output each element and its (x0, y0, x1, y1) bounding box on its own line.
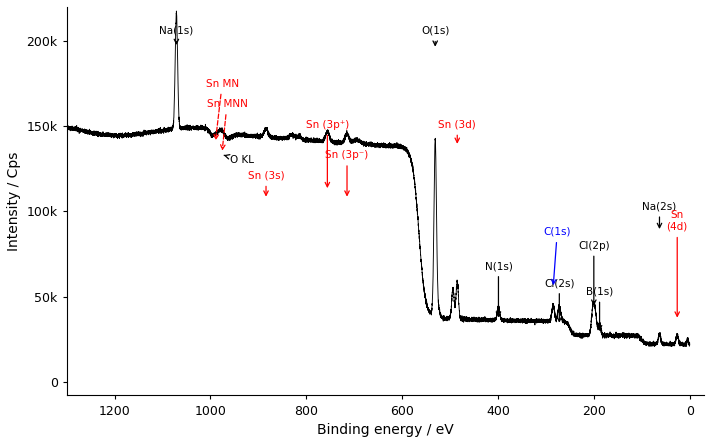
Text: O(1s): O(1s) (421, 26, 449, 45)
Text: O KL: O KL (224, 155, 254, 166)
X-axis label: Binding energy / eV: Binding energy / eV (317, 423, 454, 437)
Y-axis label: Intensity / Cps: Intensity / Cps (7, 151, 21, 251)
Text: Na(2s): Na(2s) (642, 202, 677, 228)
Text: Sn (3d): Sn (3d) (439, 119, 476, 143)
Text: B(1s): B(1s) (586, 287, 613, 330)
Text: N(1s): N(1s) (484, 261, 513, 316)
Text: Sn (3s): Sn (3s) (247, 171, 284, 195)
Text: Cl(2p): Cl(2p) (578, 241, 609, 305)
Text: Sn MN: Sn MN (205, 79, 239, 139)
Text: Sn MNN: Sn MNN (207, 99, 247, 149)
Text: Sn (3p⁻): Sn (3p⁻) (326, 151, 368, 195)
Text: Cl(2s): Cl(2s) (544, 278, 574, 321)
Text: Sn (3p⁺): Sn (3p⁺) (306, 119, 349, 187)
Text: Na(1s): Na(1s) (159, 26, 193, 44)
Text: Sn
(4d): Sn (4d) (667, 210, 688, 316)
Text: C(1s): C(1s) (543, 227, 571, 284)
